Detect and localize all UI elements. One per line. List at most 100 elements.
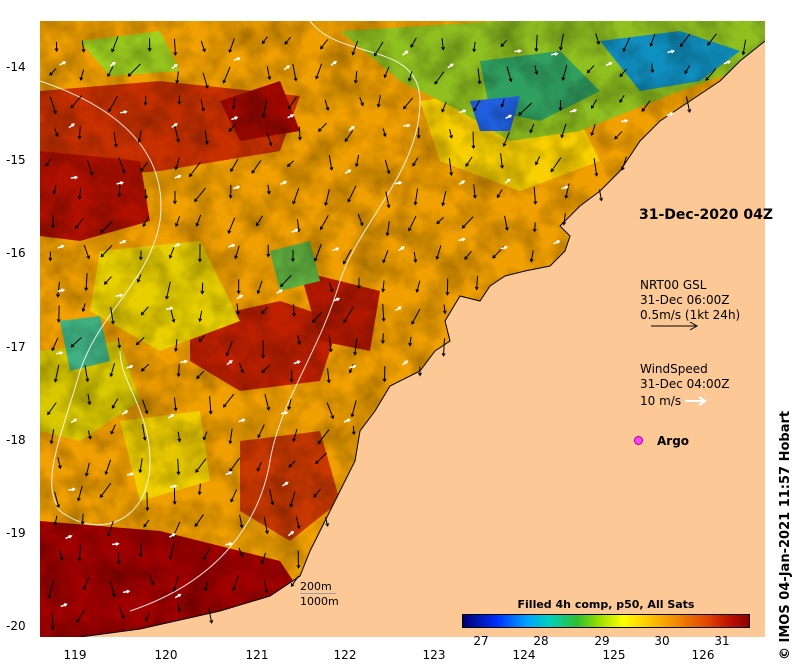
vector-arrow <box>266 66 271 80</box>
vector-arrow <box>382 250 389 263</box>
vector-arrowhead <box>461 224 466 229</box>
vector-arrowhead <box>202 436 207 441</box>
vector-arrow <box>317 429 330 444</box>
vector-arrowhead <box>177 174 182 179</box>
vector-arrowhead <box>232 587 236 592</box>
vector-arrowhead <box>404 360 409 364</box>
vector-arrowhead <box>562 221 567 226</box>
vector-arrow <box>194 187 206 202</box>
vector-arrowhead <box>382 259 386 264</box>
vector-arrowhead <box>461 237 466 242</box>
vector-arrow <box>87 393 91 405</box>
vector-arrowhead <box>408 227 412 232</box>
colorbar-tick: 30 <box>654 634 670 648</box>
vector-arrow <box>685 96 691 113</box>
vector-arrowhead <box>407 77 412 82</box>
vector-arrowhead <box>121 169 126 174</box>
vector-arrowhead <box>222 403 227 408</box>
vector-arrowhead <box>261 114 266 119</box>
lat-tick: -15 <box>6 153 26 167</box>
vector-arrow <box>49 96 57 114</box>
vector-arrowhead <box>311 319 316 324</box>
vector-arrow <box>136 336 145 345</box>
vector-arrow <box>314 243 322 262</box>
vector-arrowhead <box>45 162 50 167</box>
vector-arrow <box>177 603 181 612</box>
vector-arrowhead <box>351 125 355 130</box>
colorbar-tick: 31 <box>714 634 730 648</box>
vector-arrowhead <box>614 135 618 140</box>
vector-arrowhead <box>194 198 198 203</box>
vector-arrow <box>550 157 562 172</box>
vector-arrow <box>203 431 208 440</box>
vector-arrowhead <box>267 76 272 81</box>
vector-arrow <box>261 36 268 44</box>
vector-arrowhead <box>109 373 114 378</box>
vector-arrow <box>143 519 150 528</box>
vector-arrowhead <box>171 318 176 323</box>
vector-arrow <box>83 244 90 259</box>
vector-arrow <box>562 64 568 81</box>
vector-arrow <box>377 94 381 107</box>
vector-arrow <box>534 222 536 232</box>
vector-arrowhead <box>231 105 236 110</box>
vector-arrow <box>533 186 536 204</box>
vector-arrow <box>142 216 149 227</box>
vector-arrowhead <box>53 521 58 526</box>
vector-arrowhead <box>449 134 453 139</box>
vector-arrowhead <box>77 497 81 502</box>
vector-arrowhead <box>330 415 335 420</box>
vector-arrowhead <box>52 190 57 195</box>
vector-arrow <box>563 213 566 225</box>
vector-arrowhead <box>280 283 284 288</box>
vector-arrow <box>529 123 535 133</box>
vector-arrow <box>239 514 243 528</box>
vector-arrowhead <box>47 594 52 599</box>
vector-arrow <box>70 337 82 348</box>
vector-arrow <box>85 462 90 476</box>
vector-arrowhead <box>261 355 266 359</box>
vector-arrow <box>169 543 175 560</box>
vector-arrowhead <box>502 143 507 147</box>
vector-arrowhead <box>89 171 94 176</box>
vector-arrowhead <box>291 313 296 317</box>
vector-arrowhead <box>381 317 386 322</box>
vector-arrowhead <box>111 48 115 53</box>
vector-arrowhead <box>138 553 143 558</box>
vector-arrow <box>343 306 354 323</box>
credit-text: © IMOS 04-Jan-2021 11:57 Hobart <box>778 410 793 660</box>
vector-arrow <box>347 185 357 202</box>
vector-arrow <box>208 608 213 624</box>
vector-arrow <box>324 99 329 111</box>
vector-arrow <box>264 394 270 410</box>
vector-arrowhead <box>204 84 209 89</box>
vector-arrowhead <box>175 79 180 84</box>
vector-arrowhead <box>441 352 446 357</box>
vector-arrowhead <box>359 222 364 227</box>
vector-arrowhead <box>266 253 271 258</box>
vector-arrow <box>81 40 85 52</box>
vector-arrowhead <box>434 80 438 85</box>
vector-arrow <box>382 303 385 321</box>
vector-arrow <box>108 95 118 112</box>
vector-arrow <box>50 429 55 444</box>
vector-arrow <box>173 38 176 55</box>
vector-arrow <box>169 245 176 259</box>
vector-arrowhead <box>119 181 125 185</box>
vector-arrow <box>288 460 296 468</box>
vector-arrow <box>290 575 299 587</box>
vector-arrowhead <box>111 405 116 409</box>
vector-arrow <box>292 188 300 204</box>
vector-arrow <box>110 306 114 324</box>
vector-arrowhead <box>143 523 147 528</box>
vector-arrow <box>679 33 691 47</box>
vector-arrowhead <box>194 523 199 528</box>
vector-arrow <box>324 516 329 527</box>
vector-arrowhead <box>53 378 58 383</box>
vector-arrow <box>194 514 204 527</box>
vector-arrow <box>261 552 267 564</box>
vector-arrow <box>59 550 63 561</box>
vector-arrowhead <box>119 293 124 298</box>
lat-tick: -18 <box>6 433 26 447</box>
vector-arrow <box>409 336 412 346</box>
